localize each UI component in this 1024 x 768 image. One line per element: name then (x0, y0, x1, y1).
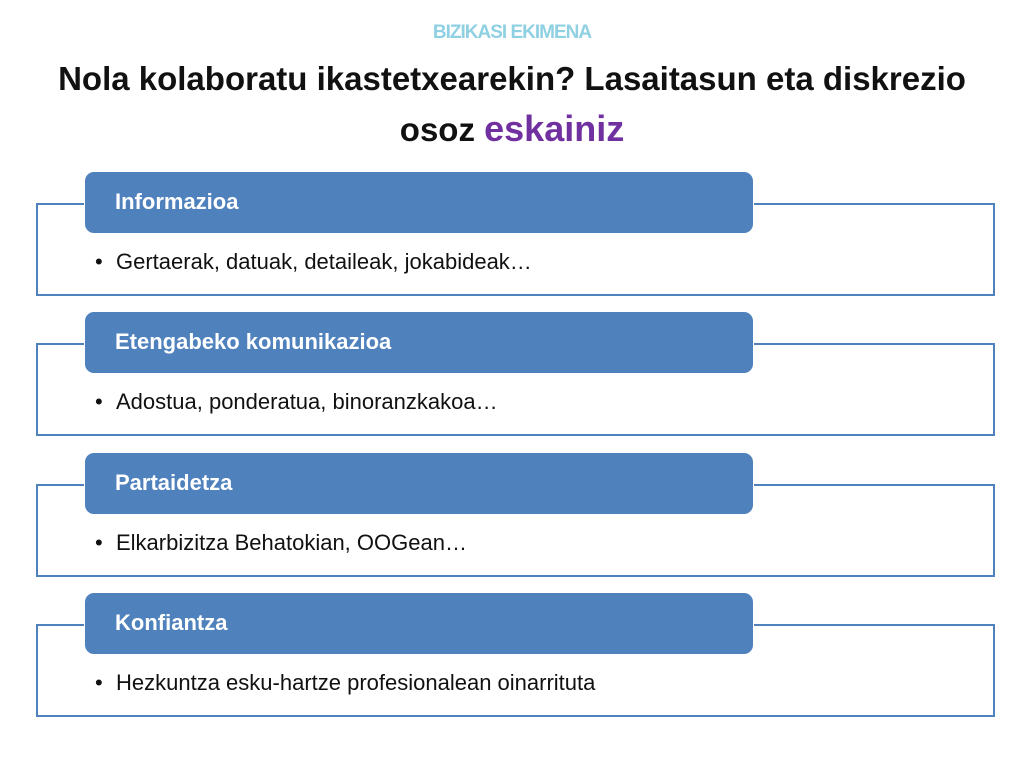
item-header-label: Informazioa (115, 189, 239, 214)
bullet-dot-icon: • (95, 670, 103, 695)
title-main-text: Nola kolaboratu ikastetxearekin? Lasaita… (58, 60, 966, 148)
title-highlight-word: eskainiz (484, 108, 625, 149)
item-header-label: Partaidetza (115, 470, 233, 495)
bullet-dot-icon: • (95, 389, 103, 414)
item-header-informazioa: Informazioa (84, 171, 754, 234)
bullet-text-value: Elkarbizitza Behatokian, OOGean… (116, 530, 467, 555)
item-header-konfiantza: Konfiantza (84, 592, 754, 655)
bullet-text-value: Hezkuntza esku-hartze profesionalean oin… (116, 670, 596, 695)
bullet-text: • Hezkuntza esku-hartze profesionalean oi… (95, 670, 596, 696)
program-name: BIZIKASI EKIMENA (432, 22, 592, 43)
item-header-partaidetza: Partaidetza (84, 452, 754, 515)
bullet-dot-icon: • (95, 530, 103, 555)
item-header-label: Konfiantza (115, 610, 228, 635)
bullet-text: • Adostua, ponderatua, binoranzkakoa… (95, 389, 498, 415)
bullet-dot-icon: • (95, 249, 103, 274)
item-header-label: Etengabeko komunikazioa (115, 329, 392, 354)
bullet-text-value: Gertaerak, datuak, detaileak, jokabideak… (116, 249, 532, 274)
bullet-text: • Elkarbizitza Behatokian, OOGean… (95, 530, 467, 556)
bullet-text: • Gertaerak, datuak, detaileak, jokabidea… (95, 249, 532, 275)
bullet-text-value: Adostua, ponderatua, binoranzkakoa… (116, 389, 498, 414)
page-title: Nola kolaboratu ikastetxearekin? Lasaita… (30, 54, 994, 155)
item-header-komunikazioa: Etengabeko komunikazioa (84, 311, 754, 374)
